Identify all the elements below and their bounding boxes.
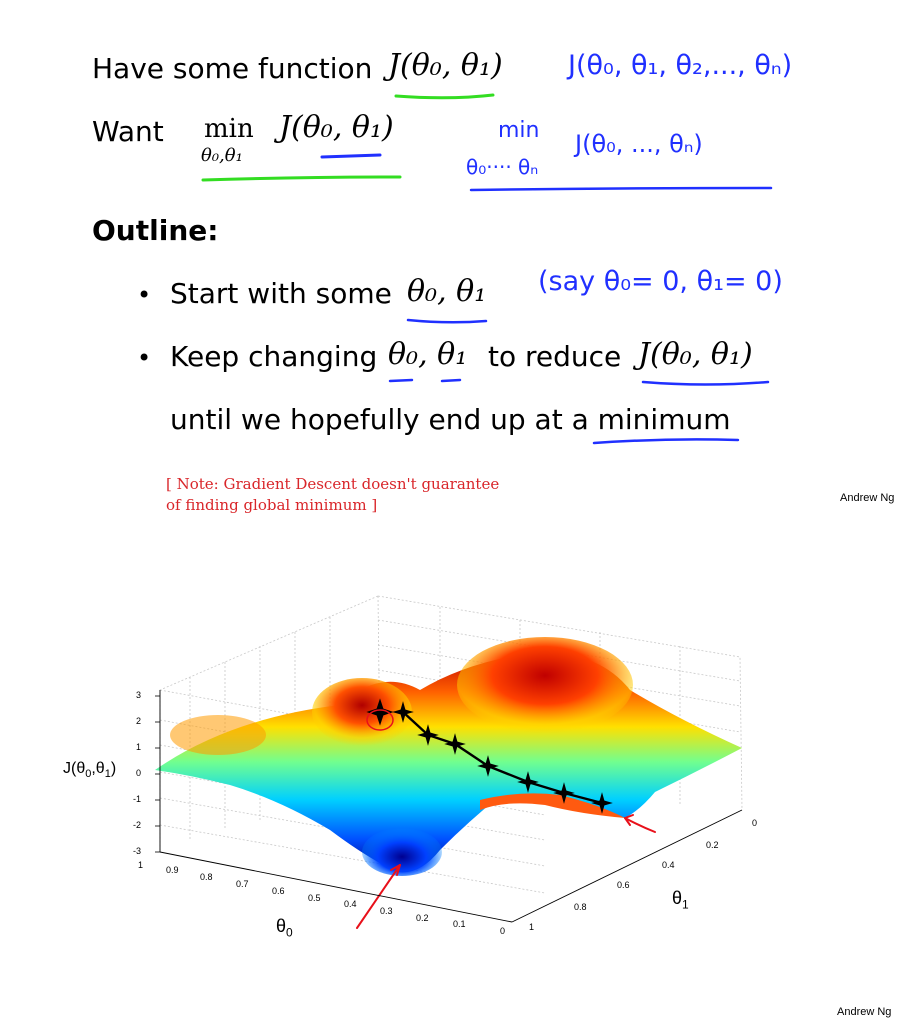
right-peak (457, 637, 633, 733)
front-fold (480, 793, 625, 818)
y-tick: 1 (529, 922, 535, 932)
underline-blue-4 (388, 378, 414, 383)
x-tick: 0.8 (200, 872, 213, 882)
y-axis-label: θ1 (672, 888, 689, 912)
plot-axes (159, 690, 743, 923)
left-ridge (170, 715, 266, 755)
z-tick: 2 (136, 716, 142, 726)
bullet1-handwritten: (say θ₀= 0, θ₁= 0) (538, 266, 783, 297)
line1-formula: J(θ₀, θ₁) (388, 48, 503, 83)
x-tick: 0.3 (380, 906, 393, 916)
line2-min: min (204, 114, 254, 144)
line2-handwritten-sub: θ₀···· θₙ (466, 155, 539, 179)
x-tick: 0.2 (416, 913, 429, 923)
z-tick: -3 (133, 846, 142, 856)
underline-green-1 (394, 93, 495, 100)
line2-handwritten-min: min (498, 118, 540, 143)
x-tick: 1 (138, 860, 144, 870)
path-point (477, 755, 499, 777)
z-tick: 0 (136, 768, 142, 778)
underline-blue-7 (592, 438, 740, 445)
red-arrows (356, 814, 656, 929)
credit-bottom: Andrew Ng (837, 1006, 892, 1018)
bullet1-dot: • (137, 281, 152, 309)
y-tick: 0.2 (706, 840, 719, 850)
z-axis-label: J(θ0,θ1) (63, 760, 117, 781)
bullet2-dot: • (137, 344, 152, 372)
note: [ Note: Gradient Descent doesn't guarant… (166, 475, 500, 514)
global-valley (362, 828, 442, 876)
path-point (392, 701, 414, 723)
x-tick: 0.7 (236, 879, 249, 889)
y-tick: 0 (752, 818, 758, 828)
x-tick: 0.1 (453, 919, 466, 929)
x-tick: 0.6 (272, 886, 285, 896)
bullet2-text-a: Keep changing (170, 340, 378, 373)
underline-green-2 (201, 175, 402, 182)
line2-formula: J(θ₀, θ₁) (279, 110, 394, 145)
underline-blue-1 (320, 153, 382, 159)
path-point (553, 782, 575, 804)
y-tick: 0.4 (662, 860, 675, 870)
z-tick: -1 (133, 794, 142, 804)
underline-blue-6 (641, 380, 770, 386)
y-tick: 0.8 (574, 902, 587, 912)
bullet2-formula-b: J(θ₀, θ₁) (638, 337, 753, 372)
y-tick: 0.6 (617, 880, 630, 890)
x-tick: 0 (500, 926, 506, 936)
bullet1-text: Start with some (170, 277, 392, 310)
bullet2-line2: until we hopefully end up at a minimum (170, 403, 731, 436)
arrow-global-min (356, 864, 401, 929)
z-tick: -2 (133, 820, 142, 830)
line2-min-sub: θ₀,θ₁ (201, 145, 243, 166)
x-tick: 0.9 (166, 865, 179, 875)
underline-blue-3 (406, 318, 488, 324)
arrow-local-min (624, 817, 656, 833)
start-circle (366, 709, 394, 731)
path-point (517, 771, 539, 793)
line1-handwritten: J(θ₀, θ₁, θ₂,..., θₙ) (568, 50, 793, 81)
path-point (591, 792, 613, 814)
z-ticks (155, 695, 160, 853)
credit-top: Andrew Ng (840, 492, 895, 504)
z-tick: 1 (136, 742, 142, 752)
x-axis-label: θ0 (276, 916, 293, 940)
x-tick: 0.5 (308, 893, 321, 903)
line2-text: Want (92, 115, 164, 148)
x-tick: 0.4 (344, 899, 357, 909)
bullet2-formula-a: θ₀, θ₁ (388, 337, 468, 372)
underline-blue-5 (440, 378, 462, 383)
path-point (444, 733, 466, 755)
line1-text: Have some function (92, 52, 373, 85)
path-point (417, 724, 439, 746)
underline-blue-2 (469, 186, 773, 192)
z-tick: 3 (136, 690, 142, 700)
bullet1-formula: θ₀, θ₁ (407, 274, 487, 309)
line2-handwritten-formula: J(θ₀, ..., θₙ) (575, 130, 703, 158)
bullet2-text-b: to reduce (488, 340, 622, 373)
outline-heading: Outline: (92, 214, 219, 247)
